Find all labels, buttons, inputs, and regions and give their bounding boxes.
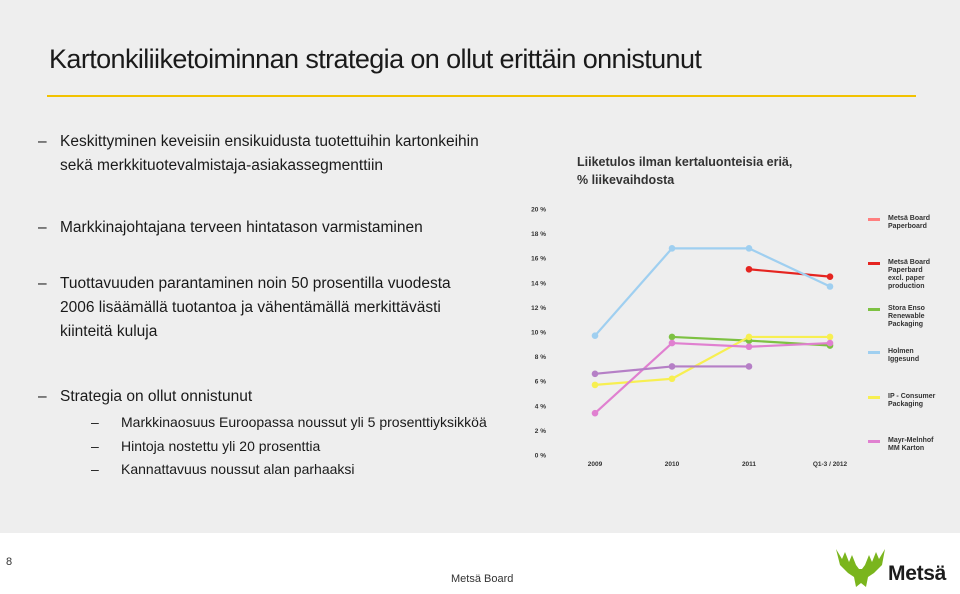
y-tick-label: 14 % [531,280,546,287]
y-tick-label: 10 % [531,330,546,337]
legend-label: Metsä Board Paperboard [888,215,930,231]
legend-swatch [868,262,880,265]
legend-label-line: Metsä Board [888,259,931,266]
legend-label-line: Packaging [888,401,924,408]
bullet-dash: – [38,388,47,405]
legend-label-line: Stora Enso [888,305,925,312]
legend-label: Holmen Iggesund [888,348,919,364]
legend-label-line: Mayr-Melnhof [888,437,934,444]
bullet-line: sekä merkkituotevalmistaja-asiakassegmen… [60,157,384,174]
legend-label-line: MM Karton [888,445,925,452]
moose-antler-icon [836,549,885,587]
y-tick-label: 0 % [535,453,546,460]
data-point [591,409,599,417]
legend-swatch [868,308,880,311]
bullet-line: Strategia on ollut onnistunut [60,388,253,405]
data-point [591,370,599,378]
bullet-focus: – Keskittyminen keveisiin ensikuidusta t… [38,130,479,178]
data-point [668,339,676,347]
data-point [668,363,676,370]
x-tick-label: Q1-3 / 2012 [813,461,848,468]
legend-label-line: Iggesund [888,356,920,363]
legend-label-line: Paperboard [888,223,927,230]
bullet-dash: – [38,133,47,150]
legend-label-line: Packaging [888,321,924,328]
legend-label-line: Renewable [888,313,925,320]
y-tick-label: 8 % [535,354,546,361]
legend-label-line: Paperbard [888,267,923,274]
slide-title: Kartonkiliiketoiminnan strategia on ollu… [49,44,702,74]
data-point [591,332,599,339]
sub-bullet-market-share: – Markkinaosuus Euroopassa noussut yli 5… [91,412,487,432]
chart-heading: Liiketulos ilman kertaluonteisia eriä, %… [577,153,792,189]
legend-swatch [868,351,880,354]
chart-heading-line: % liikevaihdosta [577,173,675,187]
data-point [745,265,753,273]
data-point [826,333,834,341]
legend-label: Mayr-Melnhof MM Karton [888,437,934,453]
legend-label-line: IP - Consumer [888,393,936,400]
data-point [745,363,753,370]
y-tick-label: 4 % [535,403,546,410]
logo-wordmark: Metsä [888,562,947,585]
bullet-dash: – [91,438,99,454]
legend-swatch [868,218,880,221]
slide-background: Kartonkiliiketoiminnan strategia on ollu… [0,0,960,533]
sub-bullet-text: Kannattavuus noussut alan parhaaksi [121,461,355,477]
data-point [826,273,834,280]
sub-bullet-text: Markkinaosuus Euroopassa noussut yli 5 p… [121,414,487,430]
legend-label-line: excl. paper [888,275,925,282]
legend-label: Metsä Board Paperbard excl. paper produc… [888,259,930,291]
bullet-dash: – [38,275,47,292]
legend-label: Stora Enso Renewable Packaging [888,305,925,329]
legend-swatch [868,440,880,443]
data-point [745,333,753,341]
data-point [826,283,834,290]
footer-organization: Metsä Board [451,573,514,585]
data-point [745,343,753,351]
page-number: 8 [6,556,13,568]
sub-bullet-text: Hintoja nostettu yli 20 prosenttia [121,438,321,454]
legend-label-line: Metsä Board [888,215,931,222]
bullet-dash: – [38,219,47,236]
x-tick-label: 2011 [742,461,756,468]
bullet-dash: – [91,414,99,430]
bullet-line: Keskittyminen keveisiin ensikuidusta tuo… [60,133,479,150]
series-line [594,247,831,337]
y-tick-label: 18 % [531,231,546,238]
bullet-market-leader: – Markkinajohtajana terveen hintatason v… [38,216,423,240]
legend-swatch [868,396,880,399]
bullet-dash: – [91,461,99,477]
data-point [591,381,599,389]
y-tick-label: 6 % [535,379,546,386]
operating-result-chart: 0 % 2 % 4 % 6 % 8 % 10 % 12 % 14 % 16 % 18 % 20 % 2… [531,207,848,469]
bullet-line: Tuottavuuden parantaminen noin 50 prosen… [60,275,451,292]
data-point [668,375,676,383]
y-tick-label: 2 % [535,428,546,435]
title-underline [47,95,916,97]
data-point [668,333,676,341]
sub-bullet-profitability: – Kannattavuus noussut alan parhaaksi [91,459,355,479]
y-tick-label: 16 % [531,256,546,263]
y-tick-label: 20 % [531,207,546,214]
data-point [745,245,753,252]
legend-label-line: production [888,283,925,290]
bullet-line: 2006 lisäämällä tuotantoa ja vähentämäll… [60,299,441,316]
series-line [594,335,830,386]
x-tick-label: 2010 [665,461,680,468]
chart-heading-line: Liiketulos ilman kertaluonteisia eriä, [577,155,793,169]
sub-bullet-prices: – Hintoja nostettu yli 20 prosenttia [91,436,321,456]
series-line [748,268,831,278]
legend-label: IP - Consumer Packaging [888,393,935,409]
bullet-productivity: – Tuottavuuden parantaminen noin 50 pros… [38,272,451,344]
data-point [668,245,676,252]
bullet-line: kiinteitä kuluja [60,323,158,340]
legend-label-line: Holmen [888,348,914,355]
data-point [826,339,834,347]
x-tick-label: 2009 [588,461,603,468]
bullet-line: Markkinajohtajana terveen hintatason var… [60,219,423,236]
bullet-strategy: – Strategia on ollut onnistunut [38,385,253,409]
series-line [594,341,831,414]
y-tick-label: 12 % [531,305,546,312]
